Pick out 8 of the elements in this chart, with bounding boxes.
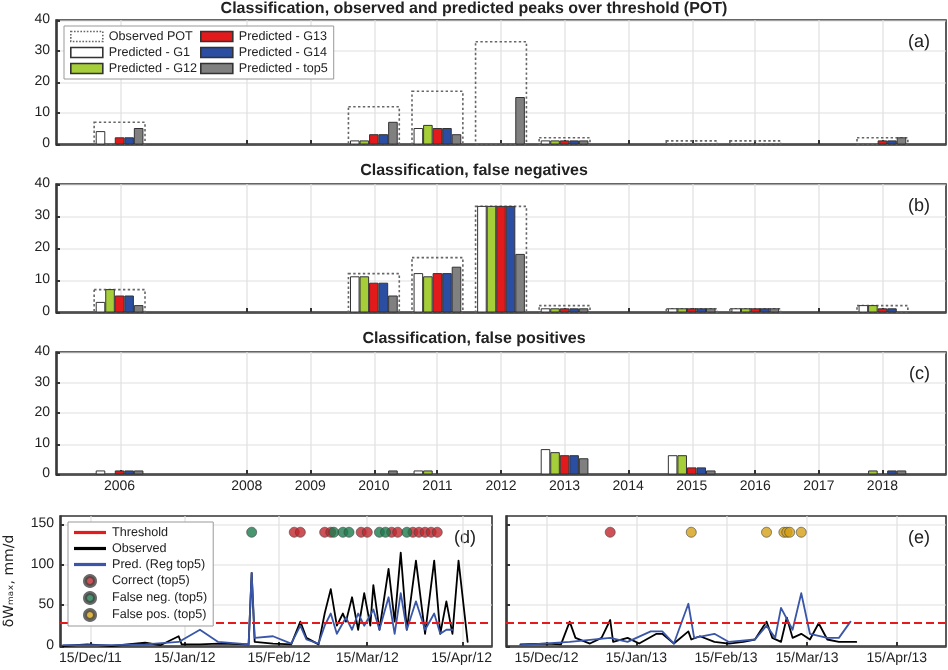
annotation: (e)	[908, 527, 931, 547]
chart-title: Classification, false negatives	[360, 161, 589, 179]
annotation: (a)	[908, 31, 931, 51]
annotation: (b)	[908, 195, 931, 215]
chart-title: Classification, false positives	[362, 329, 587, 347]
annotation: (c)	[909, 363, 931, 383]
chart-title: Classification, observed and predicted peaks over threshold (POT)	[220, 0, 729, 17]
annotation: (d)	[454, 527, 477, 547]
